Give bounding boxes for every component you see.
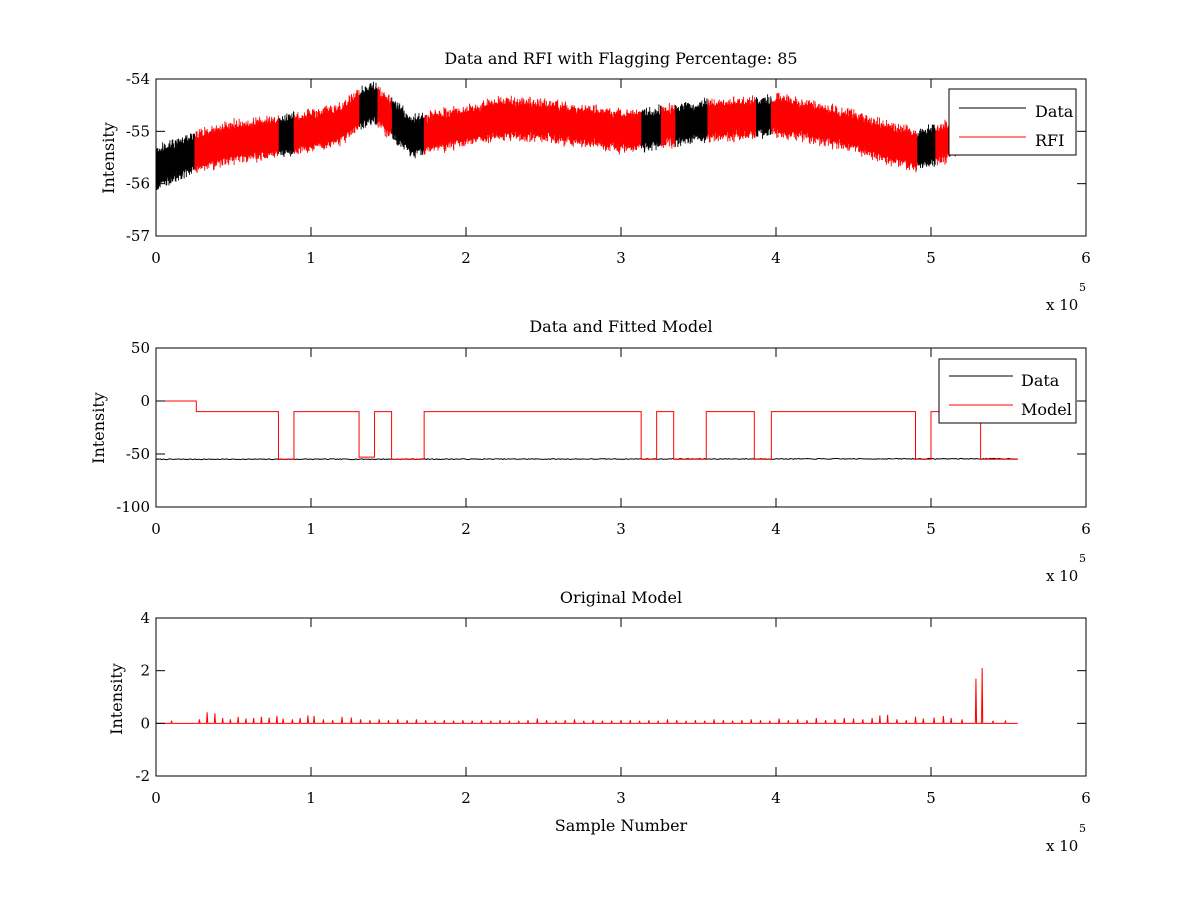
panel-2-plot-layer [155, 400, 1018, 461]
x-tick-label: 2 [461, 789, 471, 807]
y-tick-label: -56 [126, 175, 150, 193]
series-original-model-line [156, 668, 1018, 724]
x-tick-label: 2 [461, 249, 471, 267]
panel-2-title: Data and Fitted Model [529, 317, 712, 336]
y-tick-label: 0 [140, 392, 150, 410]
panel-3-xlabel: Sample Number [555, 816, 688, 835]
y-tick-label: 0 [140, 714, 150, 732]
panel-1-x-multiplier: x 10 [1046, 296, 1078, 314]
panel-data-rfi: Data and RFI with Flagging Percentage: 8… [99, 49, 1091, 314]
panel-2-legend: Data Model [938, 358, 1077, 424]
y-tick-label: 2 [140, 662, 150, 680]
x-tick-label: 1 [306, 520, 316, 538]
panel-1-title: Data and RFI with Flagging Percentage: 8… [444, 49, 797, 68]
x-tick-label: 4 [771, 249, 781, 267]
x-tick-label: 5 [926, 789, 936, 807]
panel-1-legend: Data RFI [948, 88, 1077, 156]
panel-2-x-multiplier: x 10 [1046, 567, 1078, 585]
y-tick-label: -100 [116, 498, 150, 516]
x-tick-label: 1 [306, 249, 316, 267]
x-tick-label: 6 [1081, 789, 1091, 807]
panel-2-legend-label-data: Data [1021, 371, 1060, 390]
series-rfi-line [194, 86, 978, 174]
y-tick-label: -57 [126, 227, 150, 245]
x-tick-label: 3 [616, 789, 626, 807]
panel-1-x-multiplier-exponent: 5 [1079, 281, 1086, 294]
x-tick-label: 4 [771, 520, 781, 538]
y-tick-label: -50 [126, 445, 150, 463]
panel-3-x-multiplier: x 10 [1046, 837, 1078, 855]
panel-2-legend-box [938, 358, 1077, 424]
x-tick-label: 5 [926, 520, 936, 538]
x-tick-label: 0 [151, 520, 161, 538]
panel-data-model: Data and Fitted Model Intensity 0 1 2 3 4 5 6 5… [89, 317, 1091, 585]
series-model-line [156, 400, 1018, 460]
panel-1-legend-box [948, 88, 1077, 156]
x-tick-label: 3 [616, 249, 626, 267]
x-tick-label: 2 [461, 520, 471, 538]
panel-1-legend-label-data: Data [1035, 102, 1074, 121]
x-tick-label: 4 [771, 789, 781, 807]
panel-1-ticks: 0 1 2 3 4 5 6 -54 -55 -56 -57 [126, 70, 1091, 267]
y-tick-label: 4 [140, 609, 150, 627]
panel-1-ylabel: Intensity [99, 122, 118, 194]
panel-2-x-multiplier-exponent: 5 [1079, 552, 1086, 565]
panel-3-title: Original Model [560, 588, 682, 607]
x-tick-label: 6 [1081, 249, 1091, 267]
x-tick-label: 3 [616, 520, 626, 538]
y-tick-label: -2 [135, 767, 150, 785]
series-data-line [155, 457, 1018, 461]
y-tick-label: -54 [126, 70, 150, 88]
x-tick-label: 0 [151, 789, 161, 807]
panel-1-legend-label-rfi: RFI [1035, 131, 1064, 150]
panel-3-plot-layer [156, 668, 1018, 724]
x-tick-label: 6 [1081, 520, 1091, 538]
y-tick-label: 50 [131, 339, 150, 357]
x-tick-label: 5 [926, 249, 936, 267]
panel-3-ylabel: Intensity [107, 663, 126, 735]
x-tick-label: 1 [306, 789, 316, 807]
x-tick-label: 0 [151, 249, 161, 267]
panel-2-legend-label-model: Model [1021, 400, 1072, 419]
panel-2-ylabel: Intensity [89, 392, 108, 464]
panel-3-x-multiplier-exponent: 5 [1079, 822, 1086, 835]
panel-2-ticks: 0 1 2 3 4 5 6 50 0 -50 -100 [116, 339, 1090, 538]
y-tick-label: -55 [126, 122, 150, 140]
